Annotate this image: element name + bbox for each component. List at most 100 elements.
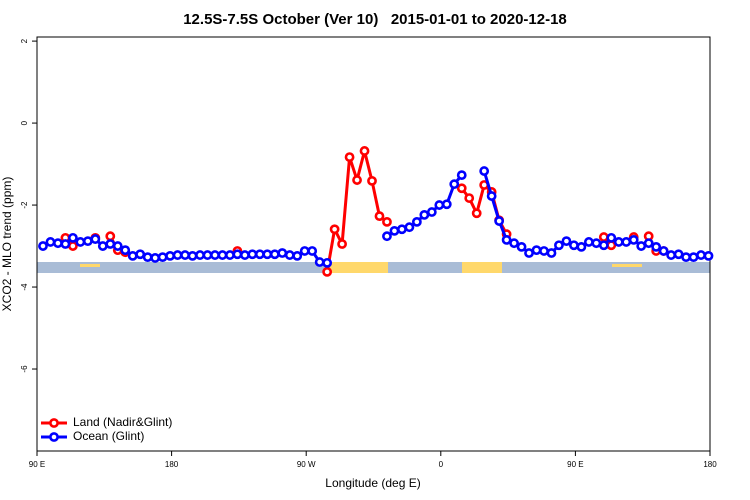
- x-tick-label: 180: [165, 460, 179, 469]
- data-point: [673, 249, 684, 260]
- data-point: [628, 235, 639, 245]
- data-point: [195, 250, 205, 260]
- data-point: [45, 237, 56, 247]
- data-point: [142, 252, 153, 263]
- data-point: [202, 250, 213, 260]
- data-point: [359, 146, 370, 156]
- data-point: [681, 252, 691, 263]
- data-point: [367, 175, 377, 186]
- plot-frame: [36, 36, 711, 452]
- data-point: [284, 250, 295, 260]
- data-point: [449, 179, 460, 190]
- data-point: [374, 211, 385, 222]
- y-tick-label: -2: [20, 201, 29, 209]
- x-tick-label: 90 E: [29, 460, 45, 469]
- data-point: [554, 240, 564, 251]
- data-point: [329, 224, 340, 235]
- data-point: [598, 232, 609, 242]
- y-tick-label: 0: [20, 120, 29, 125]
- data-point: [456, 183, 467, 194]
- data-point: [314, 257, 325, 267]
- data-point: [389, 225, 400, 236]
- data-point: [434, 200, 445, 210]
- data-point: [583, 237, 594, 247]
- data-point: [180, 250, 190, 260]
- data-point: [471, 208, 482, 219]
- data-point: [105, 239, 116, 249]
- data-point: [516, 241, 527, 252]
- data-point: [75, 237, 86, 247]
- data-point: [277, 248, 288, 258]
- data-point: [150, 253, 161, 263]
- chart-title: 12.5S-7.5S October (Ver 10) 2015-01-01 t…: [183, 11, 567, 28]
- data-point: [210, 250, 220, 260]
- data-point: [269, 249, 280, 260]
- data-point: [67, 241, 78, 251]
- data-point: [501, 235, 512, 245]
- data-point: [703, 250, 714, 261]
- data-point: [299, 246, 310, 256]
- data-point: [636, 241, 647, 251]
- y-tick-label: -6: [20, 365, 29, 373]
- data-point: [561, 236, 572, 247]
- data-point: [82, 236, 93, 247]
- data-point: [67, 232, 78, 243]
- data-point: [539, 246, 549, 256]
- data-point: [576, 241, 587, 252]
- legend-marker: [49, 432, 59, 442]
- data-point: [60, 239, 71, 249]
- data-point: [239, 250, 250, 260]
- data-point: [262, 249, 273, 260]
- data-point: [225, 250, 235, 260]
- data-point: [292, 250, 303, 261]
- y-axis-label: XCO2 - MLO trend (ppm): [0, 177, 14, 312]
- data-point: [479, 166, 490, 176]
- x-tick-label: 90 W: [297, 460, 316, 469]
- data-point: [172, 250, 183, 260]
- data-point: [344, 152, 355, 163]
- data-point: [187, 250, 198, 261]
- data-point: [441, 199, 452, 210]
- data-point: [509, 238, 519, 249]
- data-point: [322, 257, 333, 268]
- data-point: [120, 245, 131, 256]
- data-point: [651, 241, 662, 252]
- x-tick-label: 180: [703, 460, 717, 469]
- data-point: [247, 249, 258, 260]
- data-point: [606, 232, 617, 243]
- data-point: [322, 266, 333, 277]
- data-point: [97, 241, 108, 251]
- data-point: [90, 234, 101, 244]
- data-point: [643, 238, 654, 249]
- data-point: [464, 193, 475, 203]
- data-point: [456, 170, 467, 181]
- data-point: [419, 209, 430, 220]
- data-point: [591, 238, 602, 249]
- data-point: [696, 250, 706, 260]
- y-tick-label: -4: [20, 283, 29, 291]
- land-strip: [612, 264, 642, 267]
- x-axis-label: Longitude (deg E): [325, 476, 420, 490]
- data-point: [658, 246, 669, 256]
- data-point: [232, 249, 243, 260]
- y-tick-label: 2: [20, 38, 29, 43]
- data-point: [38, 241, 48, 251]
- surface-strip: [37, 262, 710, 273]
- land-strip: [80, 264, 100, 267]
- data-point: [688, 252, 699, 263]
- data-point: [105, 231, 116, 242]
- data-point: [135, 249, 146, 260]
- data-point: [112, 241, 123, 251]
- data-point: [613, 237, 624, 247]
- data-point: [546, 248, 557, 258]
- land-strip: [330, 262, 388, 273]
- data-point: [397, 224, 407, 235]
- data-point: [254, 249, 265, 260]
- data-point: [165, 250, 176, 261]
- land-strip: [462, 262, 502, 273]
- data-point: [404, 222, 415, 233]
- data-point: [352, 175, 362, 185]
- data-point: [598, 240, 609, 251]
- data-point: [524, 248, 534, 258]
